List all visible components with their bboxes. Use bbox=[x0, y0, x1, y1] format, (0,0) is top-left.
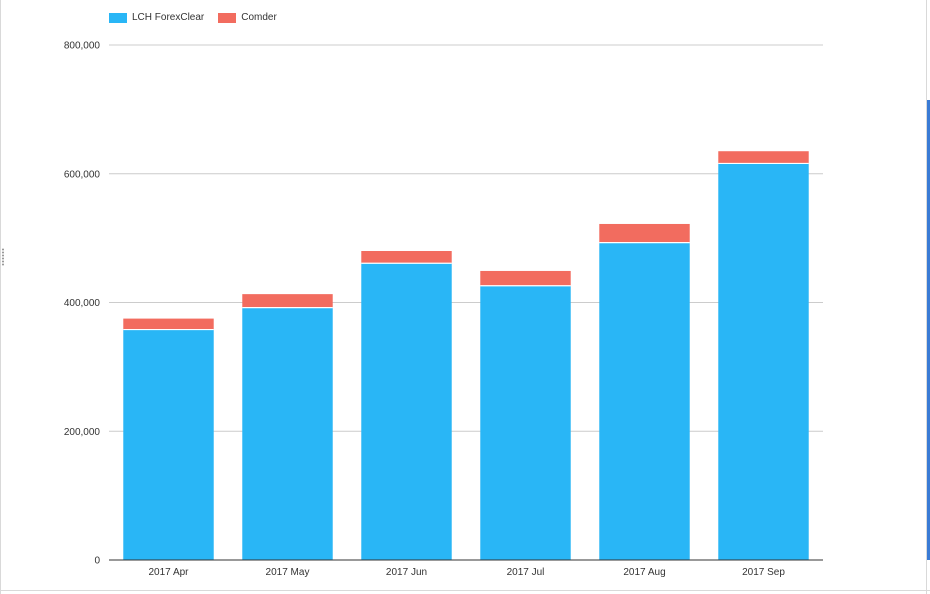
chart-bars bbox=[123, 151, 809, 560]
bar-lch-forexclear-2[interactable] bbox=[361, 263, 452, 560]
bar-comder-5[interactable] bbox=[718, 151, 809, 164]
bar-lch-forexclear-1[interactable] bbox=[242, 307, 333, 560]
y-tick-label-1: 200,000 bbox=[64, 427, 101, 438]
x-tick-label-5: 2017 Sep bbox=[742, 567, 785, 578]
bar-comder-0[interactable] bbox=[123, 318, 214, 330]
x-tick-label-1: 2017 May bbox=[266, 567, 310, 578]
bar-comder-4[interactable] bbox=[599, 223, 690, 243]
resize-grip-icon[interactable] bbox=[2, 248, 4, 266]
scroll-accent-bar bbox=[927, 100, 930, 560]
bar-lch-forexclear-3[interactable] bbox=[480, 285, 571, 560]
legend-swatch-comder bbox=[218, 12, 237, 23]
legend-item-comder[interactable]: Comder bbox=[218, 12, 277, 23]
bar-lch-forexclear-0[interactable] bbox=[123, 329, 214, 560]
y-axis: 0 200,000 400,000 600,000 800,000 bbox=[64, 41, 101, 567]
bar-lch-forexclear-4[interactable] bbox=[599, 242, 690, 560]
legend-swatch-lch-forexclear bbox=[109, 12, 127, 23]
bar-comder-2[interactable] bbox=[361, 251, 452, 264]
chart-legend: LCH ForexClear Comder bbox=[109, 12, 291, 23]
chart-grid bbox=[109, 44, 823, 432]
frame-bottom-border bbox=[0, 590, 930, 591]
x-tick-label-3: 2017 Jul bbox=[507, 567, 545, 578]
y-tick-label-4: 800,000 bbox=[64, 41, 101, 52]
x-axis: 2017 Apr 2017 May 2017 Jun 2017 Jul 2017 Aug… bbox=[109, 559, 823, 578]
frame-right-border bbox=[926, 0, 927, 594]
y-tick-label-0: 0 bbox=[94, 556, 100, 567]
bar-lch-forexclear-5[interactable] bbox=[718, 163, 809, 560]
legend-label-comder: Comder bbox=[241, 12, 277, 23]
y-tick-label-3: 600,000 bbox=[64, 169, 101, 180]
frame-left-border bbox=[0, 0, 1, 594]
bar-comder-1[interactable] bbox=[242, 294, 333, 308]
y-tick-label-2: 400,000 bbox=[64, 298, 101, 309]
legend-label-lch-forexclear: LCH ForexClear bbox=[132, 12, 205, 23]
x-tick-label-2: 2017 Jun bbox=[386, 567, 427, 578]
x-tick-label-4: 2017 Aug bbox=[623, 567, 665, 578]
x-tick-label-0: 2017 Apr bbox=[148, 567, 189, 578]
legend-item-lch-forexclear[interactable]: LCH ForexClear bbox=[109, 12, 204, 23]
bar-comder-3[interactable] bbox=[480, 270, 571, 286]
